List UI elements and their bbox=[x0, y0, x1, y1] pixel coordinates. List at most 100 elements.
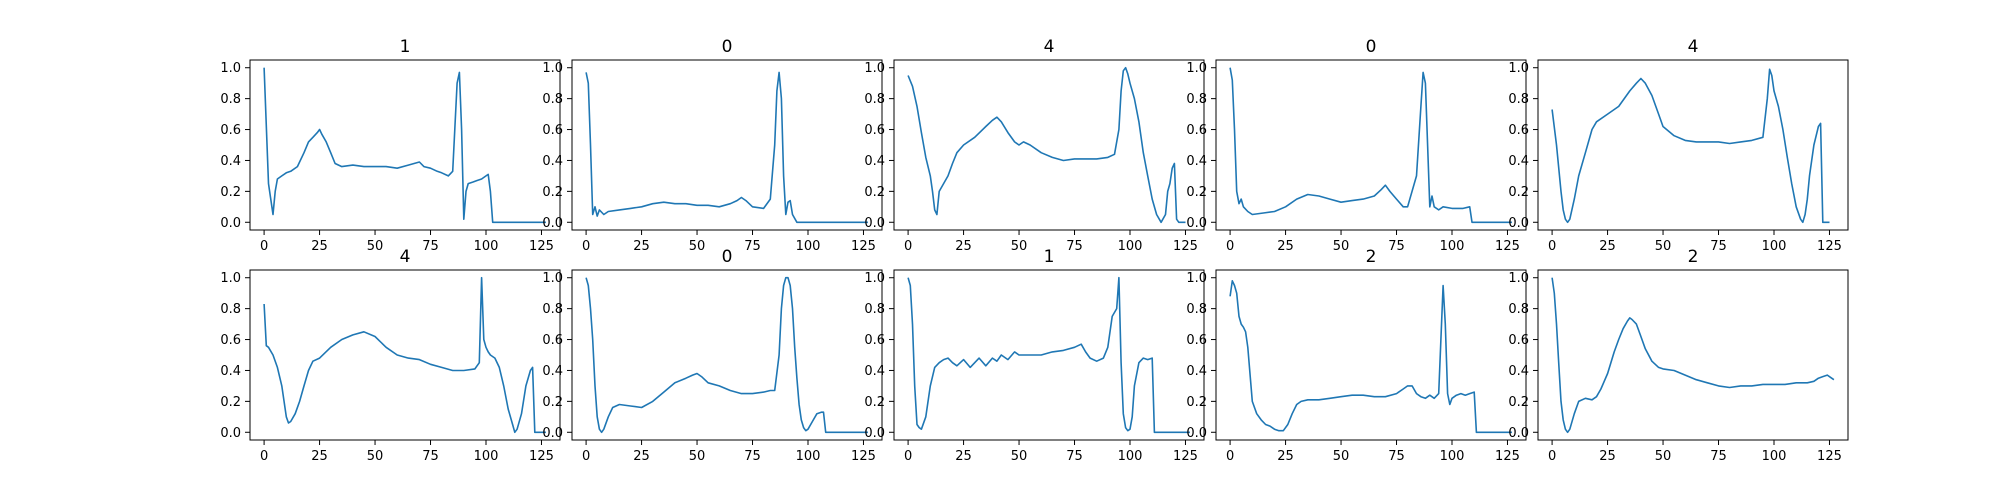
subplot-title: 4 bbox=[1688, 37, 1699, 57]
axes-frame bbox=[1537, 269, 1849, 441]
x-tick-label: 50 bbox=[1011, 239, 1028, 254]
y-tick-label: 1.0 bbox=[542, 61, 563, 76]
y-tick-label: 0.8 bbox=[542, 302, 563, 317]
series-line bbox=[1229, 67, 1512, 224]
y-tick-label: 1.0 bbox=[1186, 271, 1207, 286]
axes-frame bbox=[1215, 59, 1527, 231]
x-tick-label: 25 bbox=[1599, 449, 1616, 464]
y-tick-label: 0.4 bbox=[220, 154, 241, 169]
x-tick-label: 100 bbox=[1762, 239, 1787, 254]
series-line bbox=[585, 71, 868, 224]
x-tick-label: 75 bbox=[1710, 239, 1727, 254]
x-tick-label: 100 bbox=[796, 449, 821, 464]
y-tick-label: 0.6 bbox=[542, 333, 563, 348]
y-tick-label: 0.2 bbox=[542, 185, 563, 200]
x-tick-label: 75 bbox=[1066, 449, 1083, 464]
x-tick-label: 25 bbox=[955, 449, 972, 464]
y-tick-label: 0.4 bbox=[220, 364, 241, 379]
y-tick-label: 0.6 bbox=[1186, 123, 1207, 138]
y-tick-label: 0.8 bbox=[220, 302, 241, 317]
y-tick-label: 0.4 bbox=[864, 154, 885, 169]
y-tick-label: 0.4 bbox=[1508, 154, 1529, 169]
axes-frame bbox=[249, 269, 561, 441]
x-tick-label: 0 bbox=[1226, 449, 1234, 464]
x-tick-label: 75 bbox=[1388, 449, 1405, 464]
y-tick-label: 0.8 bbox=[1186, 92, 1207, 107]
x-tick-label: 0 bbox=[1548, 239, 1556, 254]
y-tick-label: 0.0 bbox=[542, 426, 563, 441]
y-tick-label: 0.8 bbox=[220, 92, 241, 107]
x-tick-label: 25 bbox=[311, 449, 328, 464]
y-tick-label: 0.6 bbox=[1508, 123, 1529, 138]
y-tick-label: 1.0 bbox=[1186, 61, 1207, 76]
y-tick-label: 0.8 bbox=[1186, 302, 1207, 317]
y-tick-label: 0.6 bbox=[220, 123, 241, 138]
y-tick-label: 0.4 bbox=[1186, 364, 1207, 379]
y-tick-label: 1.0 bbox=[220, 271, 241, 286]
subplot-2: 0 0 25 50 75 100 125 0.0 0.2 0.4 0.6 0.8 1.0 bbox=[542, 37, 883, 254]
y-tick-label: 0.2 bbox=[864, 185, 885, 200]
y-tick-label: 1.0 bbox=[864, 271, 885, 286]
y-tick-label: 0.0 bbox=[864, 426, 885, 441]
x-tick-label: 50 bbox=[1655, 449, 1672, 464]
x-tick-label: 50 bbox=[1011, 449, 1028, 464]
y-tick-label: 1.0 bbox=[542, 271, 563, 286]
x-tick-label: 75 bbox=[744, 449, 761, 464]
series-line bbox=[907, 66, 1186, 224]
subplot-title: 2 bbox=[1366, 247, 1377, 267]
axes-frame bbox=[571, 59, 883, 231]
axes-frame bbox=[1215, 269, 1527, 441]
x-tick-label: 75 bbox=[1388, 239, 1405, 254]
x-tick-label: 100 bbox=[796, 239, 821, 254]
y-tick-label: 0.8 bbox=[542, 92, 563, 107]
axes-frame bbox=[1537, 59, 1849, 231]
subplot-10: 2 0 25 50 75 100 125 0.0 0.2 0.4 0.6 0.8 1.0 bbox=[1508, 247, 1849, 464]
x-tick-label: 50 bbox=[689, 449, 706, 464]
x-tick-label: 25 bbox=[1277, 449, 1294, 464]
subplot-title: 4 bbox=[1044, 37, 1055, 57]
x-tick-label: 125 bbox=[1817, 449, 1842, 464]
x-tick-label: 100 bbox=[1440, 239, 1465, 254]
subplot-7: 0 0 25 50 75 100 125 0.0 0.2 0.4 0.6 0.8 1.0 bbox=[542, 247, 883, 464]
x-tick-label: 100 bbox=[1762, 449, 1787, 464]
x-tick-label: 100 bbox=[1118, 449, 1143, 464]
x-tick-label: 100 bbox=[474, 239, 499, 254]
y-tick-label: 0.8 bbox=[864, 302, 885, 317]
y-tick-label: 0.6 bbox=[1186, 333, 1207, 348]
y-tick-label: 0.4 bbox=[864, 364, 885, 379]
y-tick-label: 0.0 bbox=[864, 216, 885, 231]
x-tick-label: 100 bbox=[1440, 449, 1465, 464]
x-tick-label: 100 bbox=[474, 449, 499, 464]
y-tick-label: 0.4 bbox=[542, 154, 563, 169]
subplot-6: 4 0 25 50 75 100 125 0.0 0.2 0.4 0.6 0.8 1.0 bbox=[220, 247, 561, 464]
x-tick-label: 0 bbox=[260, 449, 268, 464]
y-tick-label: 0.0 bbox=[1186, 426, 1207, 441]
subplot-title: 4 bbox=[400, 247, 411, 267]
x-tick-label: 0 bbox=[582, 449, 590, 464]
x-tick-label: 50 bbox=[1333, 449, 1350, 464]
x-tick-label: 50 bbox=[1655, 239, 1672, 254]
y-tick-label: 0.0 bbox=[542, 216, 563, 231]
y-tick-label: 1.0 bbox=[1508, 271, 1529, 286]
x-tick-label: 25 bbox=[311, 239, 328, 254]
subplot-3: 4 0 25 50 75 100 125 0.0 0.2 0.4 0.6 0.8 1.0 bbox=[864, 37, 1205, 254]
y-tick-label: 0.6 bbox=[864, 123, 885, 138]
x-tick-label: 25 bbox=[955, 239, 972, 254]
y-tick-label: 0.0 bbox=[220, 216, 241, 231]
subplot-1: 1 0 25 50 75 100 125 0.0 0.2 0.4 0.6 0.8 1.0 bbox=[220, 37, 561, 254]
y-tick-label: 0.6 bbox=[864, 333, 885, 348]
axes-frame bbox=[893, 269, 1205, 441]
subplot-title: 0 bbox=[1366, 37, 1377, 57]
x-tick-label: 25 bbox=[1277, 239, 1294, 254]
subplot-8: 1 0 25 50 75 100 125 0.0 0.2 0.4 0.6 0.8 1.0 bbox=[864, 247, 1205, 464]
x-tick-label: 0 bbox=[1226, 239, 1234, 254]
y-tick-label: 0.2 bbox=[542, 395, 563, 410]
y-tick-label: 0.8 bbox=[864, 92, 885, 107]
subplot-title: 2 bbox=[1688, 247, 1699, 267]
axes-frame bbox=[571, 269, 883, 441]
x-tick-label: 100 bbox=[1118, 239, 1143, 254]
subplot-4: 0 0 25 50 75 100 125 0.0 0.2 0.4 0.6 0.8 1.0 bbox=[1186, 37, 1527, 254]
x-tick-label: 75 bbox=[422, 449, 439, 464]
x-tick-label: 75 bbox=[1710, 449, 1727, 464]
